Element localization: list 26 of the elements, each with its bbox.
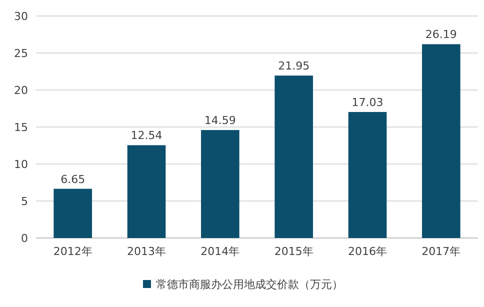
legend-label: 常德市商服办公用地成交价款（万元） [156,278,343,291]
x-tick-label: 2012年 [53,245,92,258]
y-tick-label: 20 [14,84,28,97]
y-tick-label: 30 [14,10,28,23]
data-label: 6.65 [60,172,86,186]
x-tick-label: 2015年 [274,245,314,258]
y-tick-label: 15 [14,121,28,134]
bar [422,44,460,238]
y-tick-label: 0 [21,232,28,245]
bar [274,76,313,238]
x-tick-label: 2016年 [348,245,387,258]
data-label: 12.54 [130,129,162,142]
bar [348,112,387,238]
data-label: 14.59 [204,114,236,128]
data-label: 21.95 [278,60,310,73]
y-tick-label: 10 [14,158,28,171]
y-tick-label: 5 [21,195,28,208]
y-tick-label: 25 [14,47,28,60]
bar [201,130,240,238]
bar [127,145,166,238]
x-tick-label: 2014年 [200,245,240,258]
bar [54,188,92,238]
x-tick-label: 2017年 [422,245,461,258]
data-label: 17.03 [352,96,384,109]
x-tick-label: 2013年 [127,245,166,258]
data-label: 26.19 [425,28,457,42]
